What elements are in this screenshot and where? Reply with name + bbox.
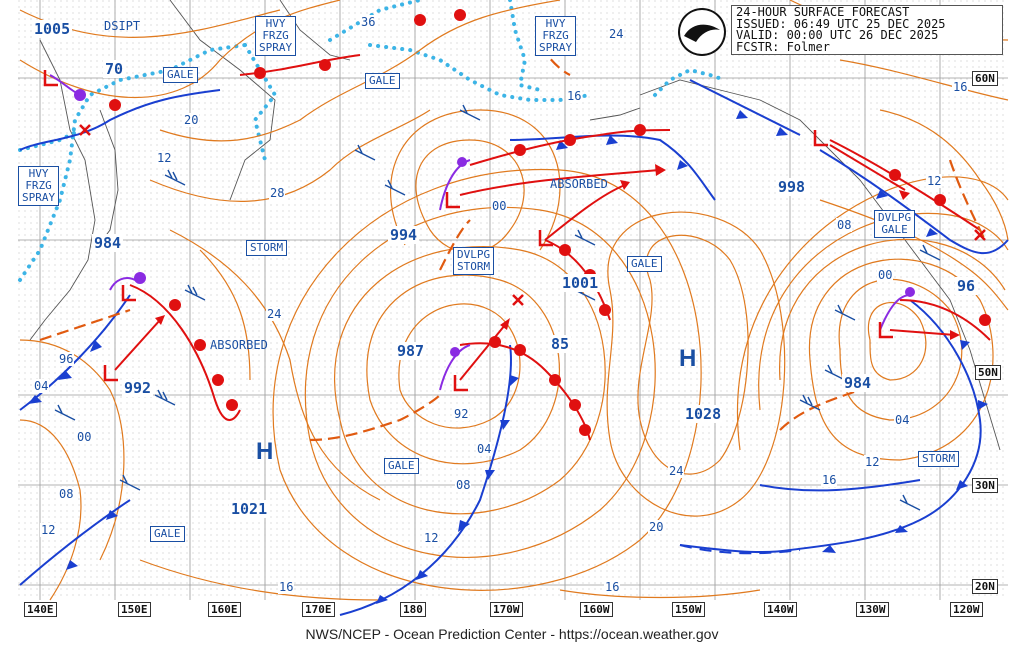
label-absorbed: ABSORBED — [550, 177, 608, 191]
warning-dvlpg-gale: DVLPG GALE — [874, 210, 916, 238]
longitude-label: 140W — [764, 602, 797, 617]
noaa-logo — [678, 8, 726, 56]
isobar-label: 12 — [926, 174, 943, 188]
isobar-label: 08 — [455, 478, 472, 492]
isobar-label: 16 — [604, 580, 621, 594]
isobar-label: 20 — [648, 520, 665, 534]
label-absorbed: ABSORBED — [210, 338, 268, 352]
longitude-label: 170E — [302, 602, 335, 617]
warning-storm: STORM — [918, 451, 960, 467]
isobar-label: 24 — [266, 307, 283, 321]
wind-barbs — [54, 104, 941, 511]
isobar-label: 16 — [821, 473, 838, 487]
pressure-label: 70 — [103, 60, 126, 78]
latitude-label: 30N — [972, 478, 998, 493]
longitude-label: 150W — [672, 602, 705, 617]
label-dsipt: DSIPT — [104, 19, 141, 33]
isobar-label: 12 — [156, 151, 173, 165]
longitude-label: 150E — [118, 602, 151, 617]
isobar-label: 16 — [566, 89, 583, 103]
low-pressure-994: 994 — [388, 226, 420, 244]
warning-storm: STORM — [246, 240, 288, 256]
isobar-label: 16 — [278, 580, 295, 594]
occluded-bumps — [74, 89, 915, 357]
high-center-west: H — [256, 438, 274, 465]
low-pressure-984-west: 984 — [92, 234, 124, 252]
low-pressure-998: 998 — [776, 178, 808, 196]
low-pressure-992: 992 — [122, 379, 154, 397]
arrowheads — [155, 164, 960, 340]
isobar-label: 12 — [864, 455, 881, 469]
forecast-title: 24-HOUR SURFACE FORECAST — [736, 5, 910, 19]
low-pressure-984-east: 984 — [842, 374, 874, 392]
isobar-label: 92 — [453, 407, 470, 421]
valid-time: VALID: 00:00 UTC 26 DEC 2025 — [736, 28, 939, 42]
low-pressure-1001: 1001 — [560, 274, 601, 292]
warm-front-bumps — [109, 9, 991, 436]
longitude-label: 160W — [580, 602, 613, 617]
isobar-label: 00 — [491, 199, 508, 213]
isobar-label: 20 — [183, 113, 200, 127]
high-pressure-1021: 1021 — [229, 500, 270, 518]
warning-dvlpg-storm: DVLPG STORM — [453, 247, 495, 275]
warning-gale: GALE — [365, 73, 400, 89]
isobar-label: 04 — [33, 379, 50, 393]
isobar-label: 08 — [58, 487, 75, 501]
isobar-label: 36 — [360, 15, 377, 29]
latitude-label: 50N — [975, 365, 1001, 380]
longitude-label: 180 — [400, 602, 426, 617]
warning-gale: GALE — [627, 256, 662, 272]
pressure-label: 1005 — [32, 20, 73, 38]
footer-credit: NWS/NCEP - Ocean Prediction Center - htt… — [305, 626, 719, 642]
warning-gale: GALE — [163, 67, 198, 83]
low-pressure-987: 987 — [395, 342, 427, 360]
longitude-label: 170W — [490, 602, 523, 617]
low-motion-arrows — [114, 144, 956, 381]
pressure-label: 85 — [549, 335, 572, 353]
isobar-label: 24 — [668, 464, 685, 478]
warning-gale: GALE — [384, 458, 419, 474]
isobar-label: 00 — [76, 430, 93, 444]
isobar-label: 28 — [269, 186, 286, 200]
latitude-label: 60N — [972, 71, 998, 86]
high-center-east: H — [679, 345, 697, 372]
warning-hvy-frzg-spray: HVY FRZG SPRAY — [18, 166, 60, 206]
isobar-label: 12 — [40, 523, 57, 537]
isobar-label: 16 — [952, 80, 969, 94]
high-pressure-1028: 1028 — [683, 405, 724, 423]
longitude-label: 130W — [856, 602, 889, 617]
forecaster: FCSTR: Folmer — [736, 39, 830, 54]
warning-hvy-frzg-spray: HVY FRZG SPRAY — [255, 16, 297, 56]
isobar-label: 04 — [894, 413, 911, 427]
warm-fronts — [129, 54, 991, 441]
longitude-label: 120W — [950, 602, 983, 617]
isobar-label: 96 — [58, 352, 75, 366]
warning-gale: GALE — [150, 526, 185, 542]
dissipating-front — [679, 544, 801, 555]
isobar-label: 24 — [608, 27, 625, 41]
cold-fronts — [19, 79, 1009, 616]
isobar-label: 12 — [423, 531, 440, 545]
isobars — [19, 0, 1009, 601]
pressure-label: 96 — [955, 277, 978, 295]
longitude-label: 160E — [208, 602, 241, 617]
issued-time: ISSUED: 06:49 UTC 25 DEC 2025 — [736, 16, 946, 31]
forecast-header: 24-HOUR SURFACE FORECAST ISSUED: 06:49 U… — [731, 5, 1003, 55]
isobar-label: 08 — [836, 218, 853, 232]
warning-hvy-frzg-spray: HVY FRZG SPRAY — [535, 16, 577, 56]
latitude-label: 20N — [972, 579, 998, 594]
longitude-label: 140E — [24, 602, 57, 617]
isobar-label: 00 — [877, 268, 894, 282]
low-center-markers — [43, 70, 986, 392]
isobar-label: 04 — [476, 442, 493, 456]
cold-front-barbs — [28, 110, 988, 604]
